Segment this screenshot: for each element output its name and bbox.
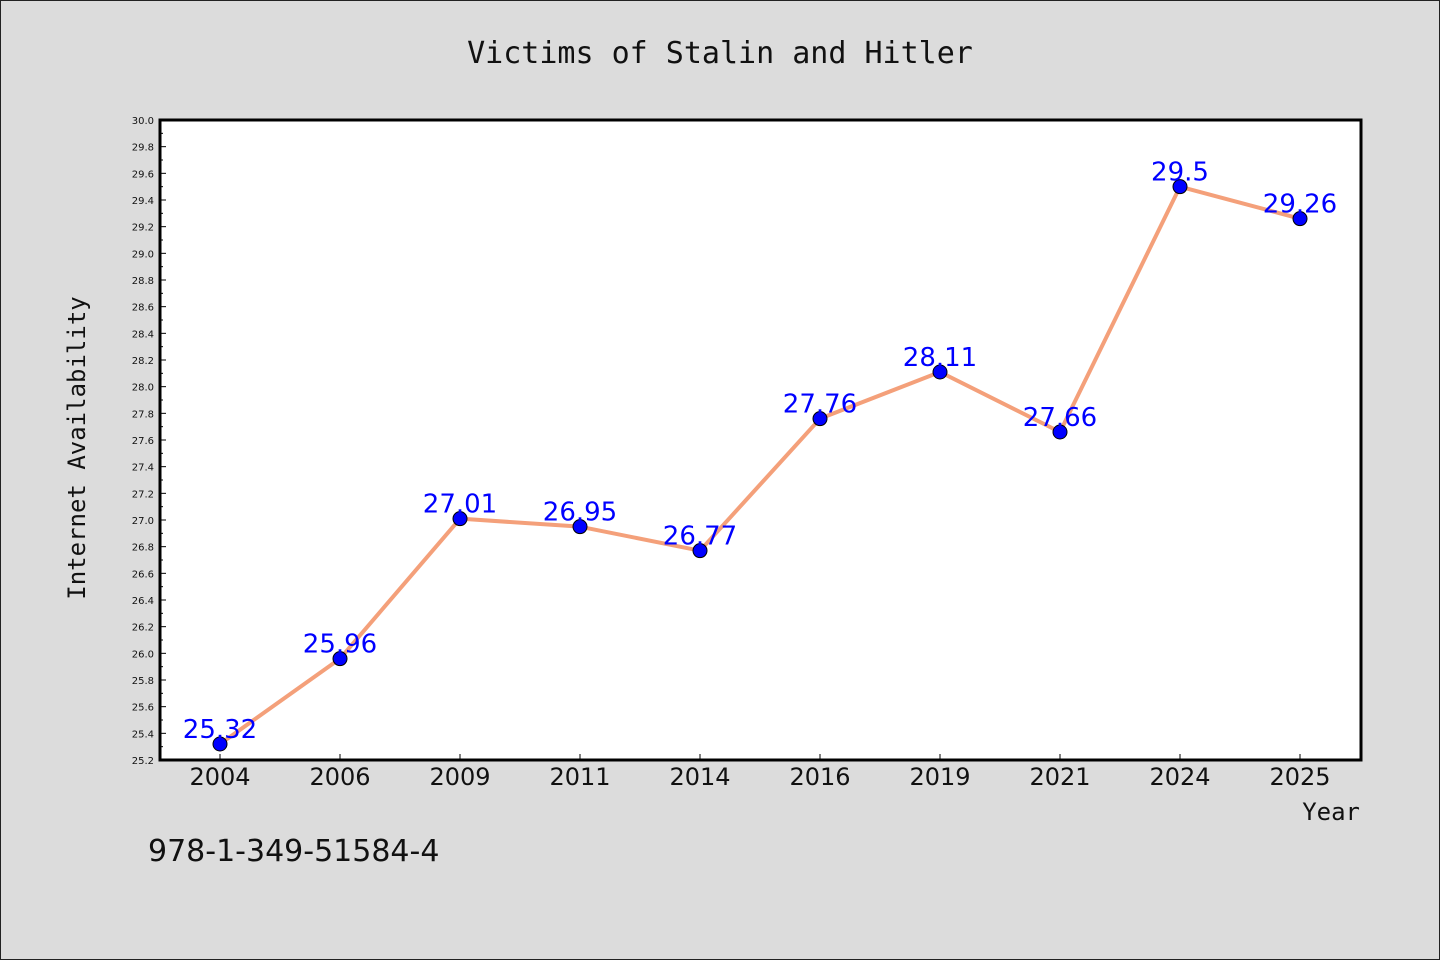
data-point: [812, 411, 828, 427]
y-tick-label: 25.2: [132, 756, 154, 767]
x-tick-label: 2009: [429, 763, 490, 791]
y-tick-label: 27.2: [132, 489, 154, 500]
data-label: 29.26: [1263, 190, 1337, 220]
data-point: [332, 651, 348, 667]
x-tick-label: 2016: [789, 763, 850, 791]
y-tick-label: 27.4: [132, 463, 154, 474]
y-tick-label: 29.4: [132, 196, 154, 207]
y-tick-label: 27.0: [132, 516, 154, 527]
x-tick-label: 2004: [189, 763, 250, 791]
series-line: [218, 184, 1301, 746]
data-point: [1172, 179, 1188, 195]
data-points: [212, 179, 1308, 752]
y-tick-label: 28.0: [132, 383, 154, 394]
y-tick-label: 27.8: [132, 409, 154, 420]
y-axis-label: Internet Availability: [63, 296, 91, 599]
x-tick-label: 2021: [1029, 763, 1090, 791]
data-point: [692, 543, 708, 559]
x-tick-label: 2019: [909, 763, 970, 791]
data-label: 28.11: [903, 343, 977, 373]
series-line-group: [218, 184, 1301, 746]
data-label: 25.96: [303, 630, 377, 660]
y-tick-label: 29.2: [132, 223, 154, 234]
y-tick-label: 26.0: [132, 649, 154, 660]
data-label: 29.5: [1151, 158, 1209, 188]
x-tick-label: 2024: [1149, 763, 1210, 791]
data-label: 26.95: [543, 498, 617, 528]
y-tick-label: 30.0: [132, 116, 154, 127]
y-axis: 25.2 25.4 25.6 25.8 26.0 26.2 26.4 26.6 26.8 27.0…: [132, 116, 166, 767]
data-label: 26.77: [663, 522, 737, 552]
y-tick-label: 29.8: [132, 143, 154, 154]
x-tick-label: 2014: [669, 763, 730, 791]
y-tick-label: 28.2: [132, 356, 154, 367]
data-point: [452, 511, 468, 527]
y-tick-label: 27.6: [132, 436, 154, 447]
data-label: 27.76: [783, 390, 857, 420]
data-point: [212, 736, 228, 752]
x-tick-label: 2006: [309, 763, 370, 791]
y-tick-label: 26.8: [132, 543, 154, 554]
y-tick-label: 29.0: [132, 249, 154, 260]
y-tick-label: 26.6: [132, 569, 154, 580]
data-labels: 25.32 25.96 27.01 26.95 26.77 27.76 28.11 27.66…: [183, 158, 1337, 745]
x-axis: 2004 2006 2009 2011 2014 2016 2019 2021 2024 2025: [189, 754, 1331, 791]
y-tick-label: 29.6: [132, 169, 154, 180]
x-tick-label: 2025: [1269, 763, 1330, 791]
x-tick-label: 2011: [549, 763, 610, 791]
chart-title: Victims of Stalin and Hitler: [467, 36, 973, 71]
y-tick-label: 28.8: [132, 276, 154, 287]
y-tick-label: 25.4: [132, 729, 154, 740]
y-tick-label: 26.4: [132, 596, 154, 607]
y-tick-label: 28.4: [132, 329, 154, 340]
data-point: [572, 519, 588, 535]
x-axis-label: Year: [1302, 798, 1360, 826]
y-tick-label: 26.2: [132, 623, 154, 634]
y-tick-label: 25.8: [132, 676, 154, 687]
y-tick-label: 28.6: [132, 303, 154, 314]
data-point: [1052, 424, 1068, 440]
data-point: [1292, 211, 1308, 227]
data-label: 27.01: [423, 490, 497, 520]
isbn-text: 978-1-349-51584-4: [148, 834, 440, 869]
data-label: 25.32: [183, 715, 257, 745]
data-label: 27.66: [1023, 403, 1097, 433]
data-point: [932, 364, 948, 380]
y-tick-label: 25.6: [132, 703, 154, 714]
